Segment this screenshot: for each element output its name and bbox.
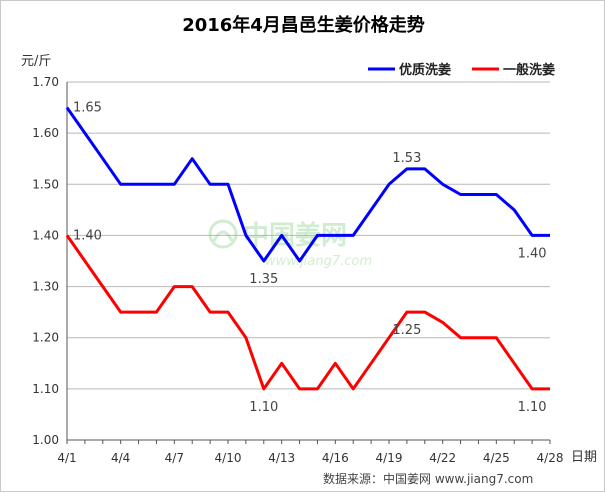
watermark-logo-icon (208, 219, 238, 249)
y-tick-label: 1.50 (32, 177, 59, 191)
watermark-url: www.jiang7.com (265, 254, 372, 269)
y-tick-label: 1.00 (32, 433, 59, 447)
data-label: 1.40 (518, 246, 547, 261)
series-layer (65, 106, 550, 391)
legend: 优质洗姜 一般洗姜 (368, 62, 555, 78)
data-label: 1.35 (249, 272, 278, 287)
x-tick-label: 4/16 (322, 451, 349, 465)
data-label: 1.10 (518, 400, 547, 415)
chart-title: 2016年4月昌邑生姜价格走势 (182, 15, 425, 36)
x-tick-label: 4/4 (111, 451, 130, 465)
source-note: 数据来源：中国姜网 www.jiang7.com (323, 471, 533, 486)
axis-layer: 1.00 1.10 1.20 1.30 1.40 1.50 1.60 1.70 4/1 4/4 4/… (32, 75, 563, 465)
data-label: 1.10 (249, 400, 278, 415)
x-tick-label: 4/25 (483, 451, 510, 465)
x-tick-label: 4/7 (165, 451, 184, 465)
x-axis-label: 日期 (571, 450, 597, 465)
data-label: 1.65 (73, 101, 102, 116)
legend-label: 优质洗姜 (399, 62, 451, 78)
y-tick-label: 1.30 (32, 280, 59, 294)
data-label: 1.25 (392, 323, 421, 338)
series-line-1 (65, 106, 550, 263)
x-tick-label: 4/22 (429, 451, 456, 465)
x-tick-label: 4/28 (537, 451, 564, 465)
watermark: 中国姜网 www.jiang7.com (208, 219, 372, 269)
x-tick-label: 4/13 (268, 451, 295, 465)
data-label-layer: 1.65 1.35 1.53 1.40 1.40 1.10 1.25 1.10 (73, 101, 547, 415)
series-line-2 (65, 234, 550, 391)
legend-label: 一般洗姜 (503, 62, 555, 78)
y-tick-label: 1.40 (32, 228, 59, 242)
x-tick-label: 4/1 (57, 451, 76, 465)
data-label: 1.53 (392, 151, 421, 166)
y-axis-label: 元/斤 (21, 54, 51, 69)
y-tick-label: 1.60 (32, 126, 59, 140)
x-tick-label: 4/10 (215, 451, 242, 465)
y-tick-label: 1.70 (32, 75, 59, 89)
data-label: 1.40 (73, 228, 102, 243)
y-tick-label: 1.20 (32, 331, 59, 345)
x-tick-label: 4/19 (376, 451, 403, 465)
y-tick-label: 1.10 (32, 382, 59, 396)
